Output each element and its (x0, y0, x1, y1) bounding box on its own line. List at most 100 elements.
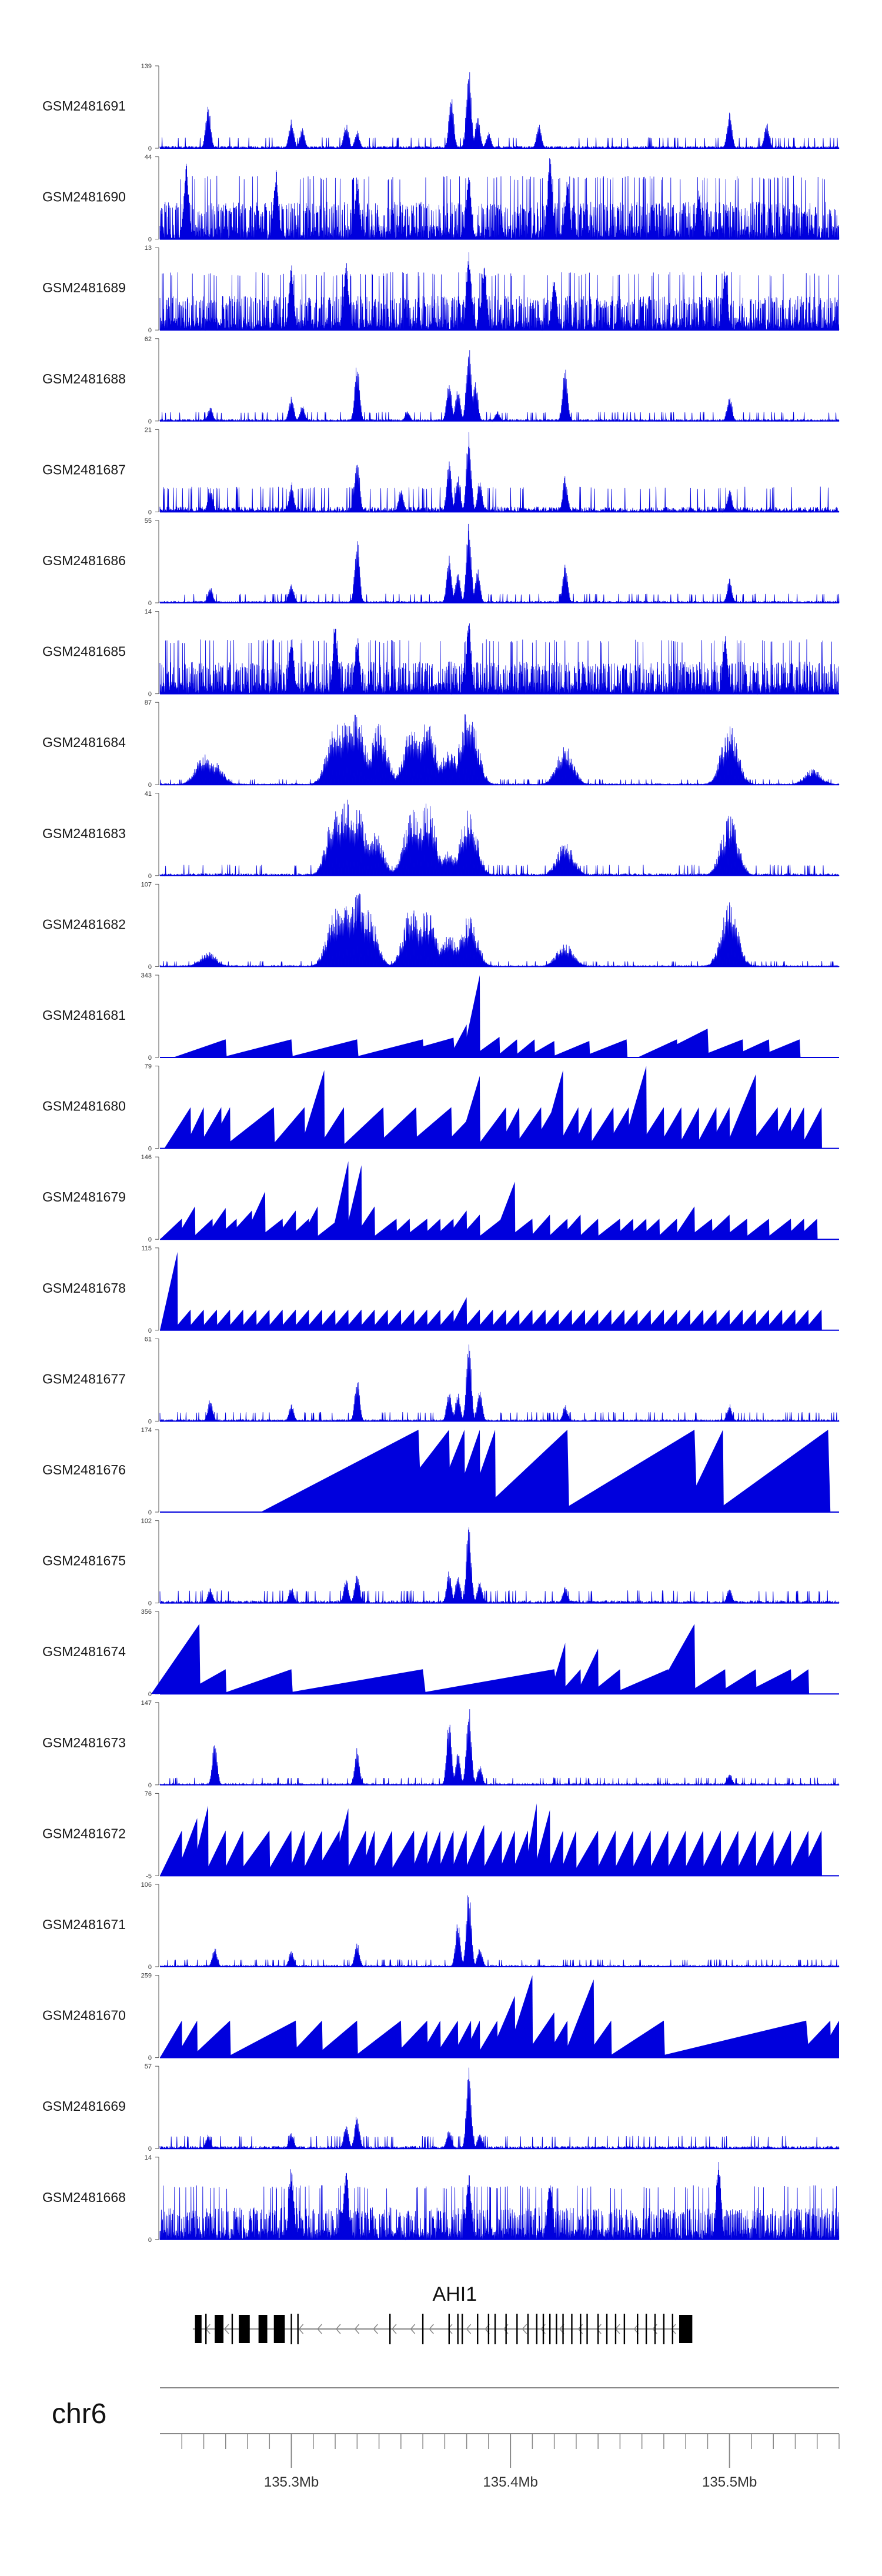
signal-triangle (497, 1830, 516, 1876)
signal-triangle (475, 1107, 507, 1149)
track-label: GSM2481674 (42, 1644, 126, 1659)
track-min-label: 0 (148, 1600, 152, 1607)
signal-triangle (646, 1309, 664, 1330)
signal-triangle (589, 1669, 621, 1694)
signal-triangle (387, 1219, 410, 1240)
signal-triangle (782, 1219, 805, 1240)
signal-triangle (580, 1039, 628, 1057)
signal-triangle (696, 1039, 744, 1057)
gene-exon (461, 2314, 463, 2344)
signal-triangle (372, 1107, 417, 1149)
signal-coverage (159, 1709, 840, 1786)
signal-triangle (357, 1309, 375, 1330)
track-GSM2481674: GSM2481674 356 0 (42, 1609, 839, 1698)
signal-triangle (191, 1806, 209, 1876)
track-GSM2481682: GSM2481682 107 0 (42, 881, 840, 970)
track-min-label: 0 (148, 1236, 152, 1243)
signal-coverage (159, 893, 840, 967)
track-max-label: 343 (141, 972, 152, 979)
signal-triangle (318, 1107, 345, 1149)
gene-exon (623, 2314, 626, 2344)
signal-triangle (449, 1830, 467, 1876)
signal-triangle (236, 1830, 270, 1876)
signal-triangle (699, 1830, 721, 1876)
signal-triangle (466, 1430, 496, 1512)
gene-exon (422, 2314, 424, 2344)
track-label: GSM2481683 (42, 826, 126, 841)
signal-triangle (191, 2020, 231, 2058)
track-GSM2481689: GSM2481689 13 0 (42, 245, 840, 334)
track-label: GSM2481672 (42, 1826, 126, 1841)
signal-triangle (580, 1309, 599, 1330)
genome-axis: chr6 135.3Mb 135.4Mb 135.5Mb (52, 2387, 840, 2490)
signal-triangle (756, 1039, 801, 1057)
signal-triangle (526, 1041, 555, 1057)
signal-triangle (782, 1107, 805, 1149)
track-label: GSM2481689 (42, 280, 126, 295)
track-GSM2481687: GSM2481687 21 0 (42, 426, 840, 516)
axis-tick-label: 135.3Mb (264, 2474, 319, 2490)
gene-exon (606, 2314, 608, 2344)
signal-triangle (359, 1830, 375, 1876)
track-min-label: 0 (148, 509, 152, 516)
track-max-label: 76 (145, 1790, 152, 1797)
signal-triangle (659, 1309, 677, 1330)
signal-triangle (620, 1309, 638, 1330)
track-label: GSM2481684 (42, 735, 126, 750)
signal-triangle (773, 1669, 810, 1694)
signal-triangle (418, 2020, 441, 2058)
signal-triangle (527, 1309, 546, 1330)
signal-triangle (523, 1803, 537, 1876)
signal-triangle (208, 1107, 230, 1149)
axis-tick-label: 135.4Mb (483, 2474, 537, 2490)
track-min-label: -5 (146, 1873, 152, 1880)
signal-triangle (313, 1830, 340, 1876)
signal-coverage (159, 799, 840, 877)
track-label: GSM2481678 (42, 1280, 126, 1296)
signal-triangle (611, 1669, 670, 1694)
signal-triangle (436, 1830, 454, 1876)
signal-triangle (799, 1830, 822, 1876)
track-label: GSM2481668 (42, 2190, 126, 2205)
signal-coverage (159, 432, 840, 513)
track-label: GSM2481673 (42, 1735, 126, 1750)
signal-triangle (817, 2020, 839, 2058)
signal-triangle (514, 1309, 533, 1330)
gene-exon (487, 2314, 490, 2344)
signal-triangle (512, 1107, 542, 1149)
signal-triangle (777, 1309, 796, 1330)
track-max-label: 61 (145, 1336, 152, 1343)
strand-arrow (410, 2324, 416, 2334)
signal-triangle (383, 1037, 455, 1057)
signal-triangle (563, 1979, 594, 2058)
signal-triangle (686, 1309, 704, 1330)
signal-triangle (151, 1624, 201, 1694)
track-min-label: 0 (148, 1782, 152, 1789)
track-GSM2481670: GSM2481670 259 0 (42, 1973, 839, 2062)
track-min-label: 0 (148, 2145, 152, 2153)
signal-triangle (457, 1076, 480, 1149)
gene-exon (536, 2314, 538, 2344)
track-min-label: 0 (148, 145, 152, 152)
signal-triangle (769, 1107, 791, 1149)
signal-triangle (352, 2020, 402, 2058)
track-GSM2481690: GSM2481690 44 0 (42, 154, 840, 243)
signal-triangle (672, 1309, 691, 1330)
strand-arrow (317, 2324, 322, 2334)
signal-triangle (212, 1309, 230, 1330)
signal-triangle (186, 1309, 205, 1330)
track-min-label: 0 (148, 1327, 152, 1334)
track-label: GSM2481686 (42, 553, 126, 568)
signal-triangle (400, 1219, 428, 1240)
track-max-label: 57 (145, 2063, 152, 2070)
signal-triangle (716, 1669, 757, 1694)
gene-exon-block (273, 2315, 285, 2343)
strand-arrow (354, 2324, 360, 2334)
signal-triangle (343, 1309, 362, 1330)
signal-triangle (791, 1309, 809, 1330)
signal-triangle (304, 1309, 323, 1330)
track-min-label: 0 (148, 2237, 152, 2244)
track-label: GSM2481679 (42, 1189, 126, 1204)
gene-exon (549, 2314, 551, 2344)
track-GSM2481675: GSM2481675 102 0 (42, 1518, 840, 1607)
